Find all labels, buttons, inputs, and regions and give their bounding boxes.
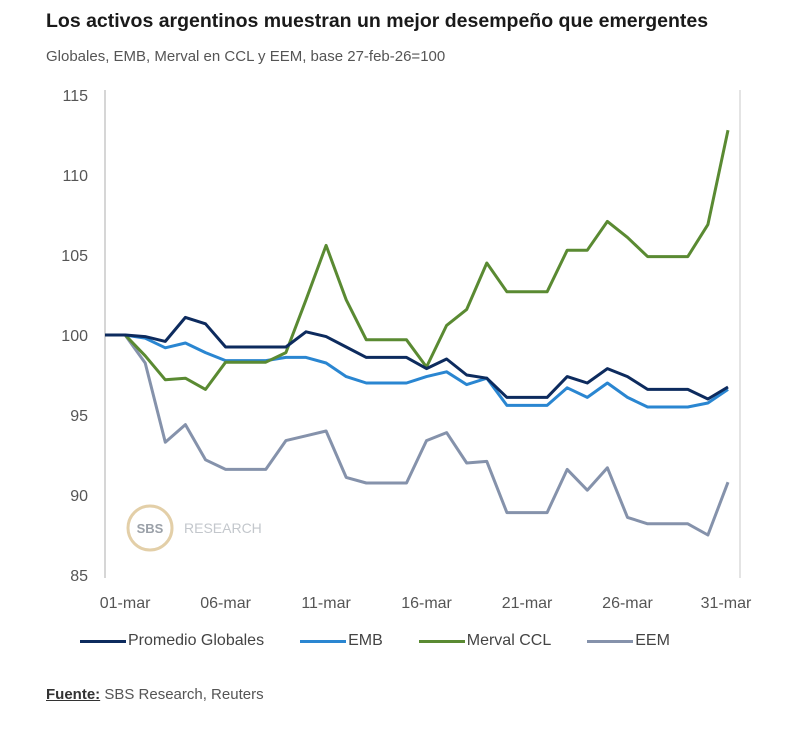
series-line-merval-ccl [105,129,730,391]
source-text: SBS Research, Reuters [100,686,264,703]
series-line-emb [105,333,729,409]
x-tick-label: 21-mar [502,595,553,612]
legend-swatch [587,639,634,643]
x-tick-label: 01-mar [100,595,151,612]
legend-item-eem: EEM [587,632,670,650]
y-tick-label: 115 [62,88,88,105]
x-tick-label: 11-mar [301,595,351,612]
svg-text:SBS: SBS [137,521,164,536]
source-note: Fuente: SBS Research, Reuters [46,686,264,703]
y-tick-label: 100 [61,328,88,345]
y-tick-label: 110 [62,168,88,185]
legend-label: Merval CCL [466,632,552,649]
legend-label: EMB [348,632,383,649]
x-tick-label: 26-mar [602,595,653,612]
series-line-eem [105,333,730,537]
series-line-promedio-globales [105,315,729,401]
legend-swatch [300,639,347,643]
svg-text:RESEARCH: RESEARCH [184,520,262,536]
x-tick-label: 06-mar [200,595,251,612]
y-tick-label: 105 [61,248,88,265]
legend-item-merval-ccl: Merval CCL [418,632,552,650]
legend-swatch [418,639,465,643]
legend-item-emb: EMB [300,632,383,650]
x-tick-label: 16-mar [401,595,452,612]
y-tick-label: 85 [70,568,88,585]
chart-subtitle: Globales, EMB, Merval en CCL y EEM, base… [46,48,446,65]
source-label: Fuente: [46,686,101,703]
legend: Promedio Globales EMB Merval CCL EEM [80,632,670,650]
legend-item-promedio-globales: Promedio Globales [80,632,264,650]
x-tick-label: 31-mar [701,595,752,612]
watermark-logo: SBS RESEARCH [126,504,262,552]
y-tick-label: 95 [70,408,88,425]
legend-label: Promedio Globales [128,632,265,649]
legend-swatch [80,639,126,643]
y-tick-label: 90 [70,488,88,505]
legend-label: EEM [635,632,670,649]
chart-title: Los activos argentinos muestran un mejor… [46,10,709,32]
